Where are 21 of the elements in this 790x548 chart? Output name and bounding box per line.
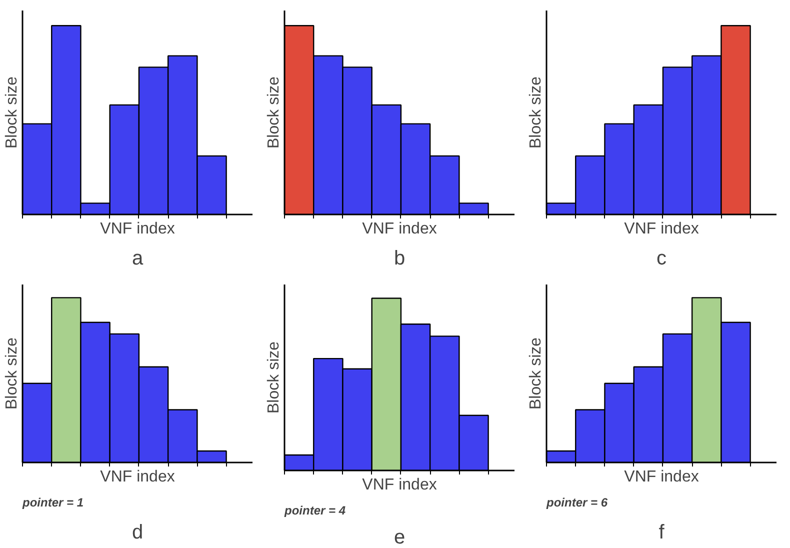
text: pointer = 4: [284, 504, 346, 518]
y-axis-title: Block size: [528, 337, 544, 410]
x-axis-title: VNF index: [362, 220, 437, 238]
text: a: [132, 248, 144, 270]
x-axis-title: VNF index: [624, 220, 699, 238]
text: b: [394, 248, 406, 270]
x-axis-title: VNF index: [100, 220, 175, 238]
text: pointer = 1: [22, 496, 84, 510]
x-axis-title: VNF index: [100, 468, 175, 486]
y-axis-title: Block size: [4, 337, 20, 410]
x-axis-title: VNF index: [362, 476, 437, 494]
x-axis-title: VNF index: [624, 468, 699, 486]
text: c: [656, 248, 666, 270]
y-axis-title: Block size: [4, 76, 20, 149]
text: pointer = 6: [546, 496, 608, 510]
y-axis-title: Block size: [528, 76, 544, 149]
y-axis-title: Block size: [266, 76, 282, 149]
text: e: [394, 526, 406, 548]
y-axis-title: Block size: [266, 341, 282, 414]
text: f: [658, 522, 665, 544]
text: d: [132, 522, 144, 544]
